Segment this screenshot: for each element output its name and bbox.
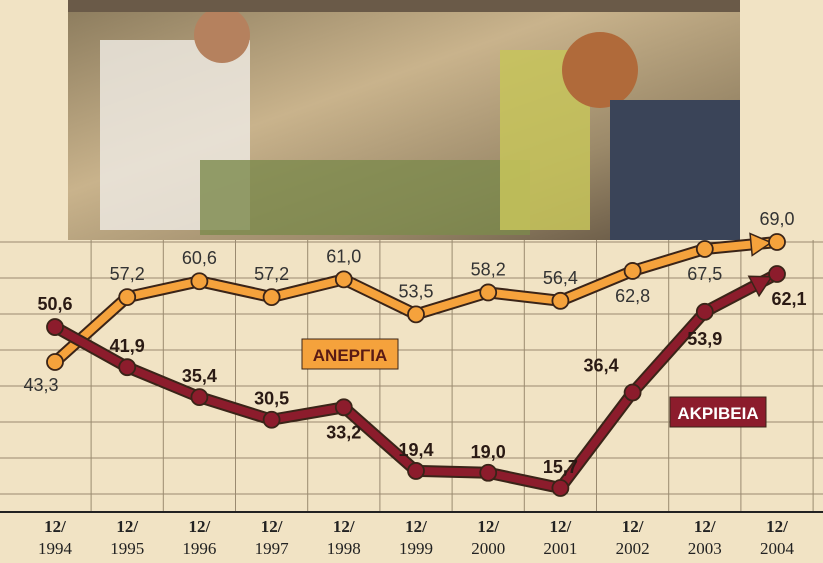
data-label: 19,0 <box>471 442 506 462</box>
data-label: 19,4 <box>398 440 433 460</box>
point <box>480 465 496 481</box>
point <box>552 480 568 496</box>
x-tick-label: 12/ 2000 <box>453 516 523 560</box>
data-label: 61,0 <box>326 246 361 266</box>
x-tick-label: 12/ 1997 <box>237 516 307 560</box>
point <box>191 273 207 289</box>
point <box>625 263 641 279</box>
point <box>119 289 135 305</box>
point <box>191 389 207 405</box>
point <box>769 234 785 250</box>
point <box>47 354 63 370</box>
data-label: 50,6 <box>37 294 72 314</box>
x-tick-label: 12/ 1996 <box>164 516 234 560</box>
data-label: 62,8 <box>615 286 650 306</box>
series-name: ΑΝΕΡΓΙΑ <box>313 346 387 365</box>
data-label: 62,1 <box>771 289 806 309</box>
point <box>408 306 424 322</box>
data-label: 43,3 <box>23 375 58 395</box>
x-tick-label: 12/ 1999 <box>381 516 451 560</box>
point <box>336 399 352 415</box>
point <box>769 266 785 282</box>
data-label: 15,7 <box>543 457 578 477</box>
data-label: 60,6 <box>182 248 217 268</box>
data-label: 35,4 <box>182 366 217 386</box>
x-tick-label: 12/ 2004 <box>742 516 812 560</box>
data-label: 56,4 <box>543 268 578 288</box>
photo <box>68 0 740 240</box>
x-tick-label: 12/ 2003 <box>670 516 740 560</box>
point <box>552 293 568 309</box>
data-label: 67,5 <box>687 264 722 284</box>
data-label: 33,2 <box>326 422 361 442</box>
point <box>625 385 641 401</box>
data-label: 57,2 <box>254 264 289 284</box>
page: 43,3 57,2 60,6 57,2 61,0 53,5 58,2 56,4 62,8 67,5… <box>0 0 823 563</box>
point <box>47 319 63 335</box>
data-label: 58,2 <box>471 259 506 279</box>
data-label: 53,5 <box>398 281 433 301</box>
point <box>264 289 280 305</box>
point <box>119 359 135 375</box>
data-label: 36,4 <box>584 356 619 376</box>
point <box>408 463 424 479</box>
x-tick-label: 12/ 2001 <box>525 516 595 560</box>
data-label: 41,9 <box>110 336 145 356</box>
series-name: ΑΚΡΙΒΕΙΑ <box>677 404 758 423</box>
point <box>480 284 496 300</box>
x-tick-label: 12/ 1995 <box>92 516 162 560</box>
data-label: 69,0 <box>759 209 794 229</box>
point <box>697 304 713 320</box>
point <box>264 412 280 428</box>
x-tick-label: 12/ 1994 <box>20 516 90 560</box>
data-label: 53,9 <box>687 329 722 349</box>
point <box>697 241 713 257</box>
x-tick-label: 12/ 1998 <box>309 516 379 560</box>
data-label: 57,2 <box>110 264 145 284</box>
x-tick-label: 12/ 2002 <box>598 516 668 560</box>
point <box>336 271 352 287</box>
data-label: 30,5 <box>254 389 289 409</box>
chart: 43,3 57,2 60,6 57,2 61,0 53,5 58,2 56,4 62,8 67,5… <box>0 0 823 563</box>
